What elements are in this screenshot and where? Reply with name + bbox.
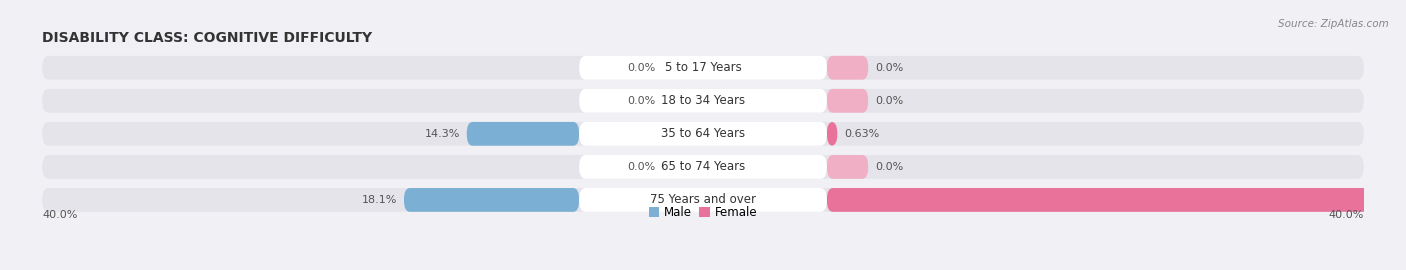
Text: 18.1%: 18.1% [361, 195, 398, 205]
FancyBboxPatch shape [579, 89, 827, 113]
FancyBboxPatch shape [827, 89, 868, 113]
Text: 0.0%: 0.0% [875, 63, 903, 73]
FancyBboxPatch shape [42, 89, 1364, 113]
Text: 40.0%: 40.0% [42, 210, 77, 220]
Text: 65 to 74 Years: 65 to 74 Years [661, 160, 745, 173]
FancyBboxPatch shape [467, 122, 579, 146]
Text: 0.0%: 0.0% [627, 96, 655, 106]
Legend: Male, Female: Male, Female [644, 202, 762, 224]
Text: 0.0%: 0.0% [875, 96, 903, 106]
FancyBboxPatch shape [579, 188, 827, 212]
FancyBboxPatch shape [579, 155, 827, 179]
Text: 75 Years and over: 75 Years and over [650, 193, 756, 207]
FancyBboxPatch shape [42, 122, 1364, 146]
Text: 14.3%: 14.3% [425, 129, 460, 139]
FancyBboxPatch shape [827, 56, 868, 80]
FancyBboxPatch shape [42, 188, 1364, 212]
Text: 35 to 64 Years: 35 to 64 Years [661, 127, 745, 140]
Text: 0.0%: 0.0% [875, 162, 903, 172]
Text: DISABILITY CLASS: COGNITIVE DIFFICULTY: DISABILITY CLASS: COGNITIVE DIFFICULTY [42, 31, 373, 45]
Text: 0.0%: 0.0% [627, 63, 655, 73]
Text: 0.0%: 0.0% [627, 162, 655, 172]
Text: Source: ZipAtlas.com: Source: ZipAtlas.com [1278, 19, 1389, 29]
FancyBboxPatch shape [827, 122, 838, 146]
FancyBboxPatch shape [827, 155, 868, 179]
FancyBboxPatch shape [827, 188, 1406, 212]
FancyBboxPatch shape [579, 122, 827, 146]
Text: 0.63%: 0.63% [844, 129, 879, 139]
FancyBboxPatch shape [404, 188, 579, 212]
FancyBboxPatch shape [579, 56, 827, 80]
Text: 5 to 17 Years: 5 to 17 Years [665, 61, 741, 74]
Text: 40.0%: 40.0% [1329, 210, 1364, 220]
FancyBboxPatch shape [42, 155, 1364, 179]
FancyBboxPatch shape [42, 56, 1364, 80]
Text: 18 to 34 Years: 18 to 34 Years [661, 94, 745, 107]
